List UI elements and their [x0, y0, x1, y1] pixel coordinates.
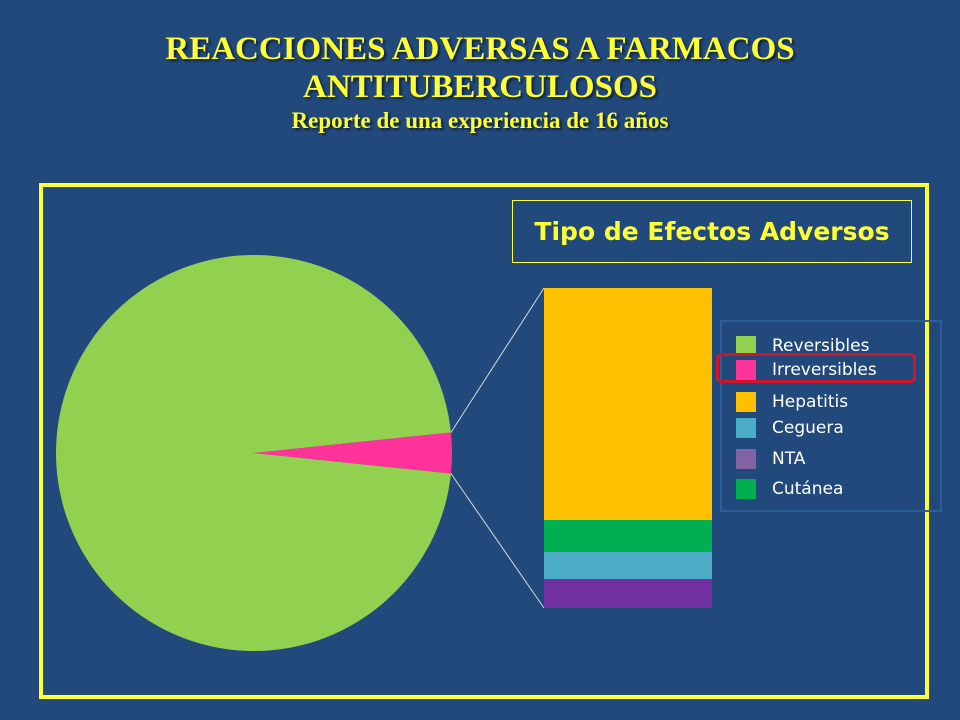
stacked-bar: [544, 288, 712, 608]
connector-lines: [450, 287, 545, 609]
bar-chart-title: Tipo de Efectos Adversos: [512, 200, 912, 263]
bar-segment-nta: [544, 579, 712, 608]
bar-chart-title-text: Tipo de Efectos Adversos: [534, 217, 890, 246]
bar-segment-hepatitis: [544, 288, 712, 520]
legend-swatch: [736, 479, 756, 499]
legend-label: Reversibles: [772, 336, 870, 356]
slide-title: REACCIONES ADVERSAS A FARMACOS ANTITUBER…: [0, 30, 960, 136]
bar-segment-cutnea: [544, 520, 712, 552]
legend-item-irreversibles: Irreversibles: [736, 358, 877, 382]
legend-swatch: [736, 392, 756, 412]
legend-label: Ceguera: [772, 418, 844, 438]
subtitle: Reporte de una experiencia de 16 años: [291, 108, 669, 133]
legend-item-nta: NTA: [736, 447, 805, 471]
legend-label: Irreversibles: [772, 360, 877, 380]
irreversibles-highlight: [716, 353, 916, 383]
connector-line-top: [450, 287, 545, 433]
title-line-1: REACCIONES ADVERSAS A FARMACOS: [165, 31, 795, 67]
legend-swatch: [736, 449, 756, 469]
pie-chart: [56, 254, 452, 651]
pie-slice-irreversibles: [254, 432, 452, 474]
legend: Reversibles Irreversibles Hepatitis Ceguera…: [720, 320, 942, 512]
connector-line-bottom: [450, 473, 545, 609]
legend-item-cutnea: Cutánea: [736, 477, 843, 501]
legend-label: NTA: [772, 449, 806, 469]
legend-item-ceguera: Ceguera: [736, 416, 844, 440]
bar-segment-ceguera: [544, 552, 712, 580]
legend-label: Cutánea: [772, 479, 844, 499]
pie-slice-reversibles: [56, 254, 451, 651]
legend-item-hepatitis: Hepatitis: [736, 390, 848, 414]
legend-item-reversibles: Reversibles: [736, 334, 869, 358]
legend-swatch: [736, 418, 756, 438]
legend-swatch: [736, 360, 756, 380]
title-line-2: ANTITUBERCULOSOS: [303, 69, 657, 105]
legend-swatch: [736, 336, 756, 356]
legend-label: Hepatitis: [772, 392, 849, 412]
chart-frame: [39, 183, 929, 699]
